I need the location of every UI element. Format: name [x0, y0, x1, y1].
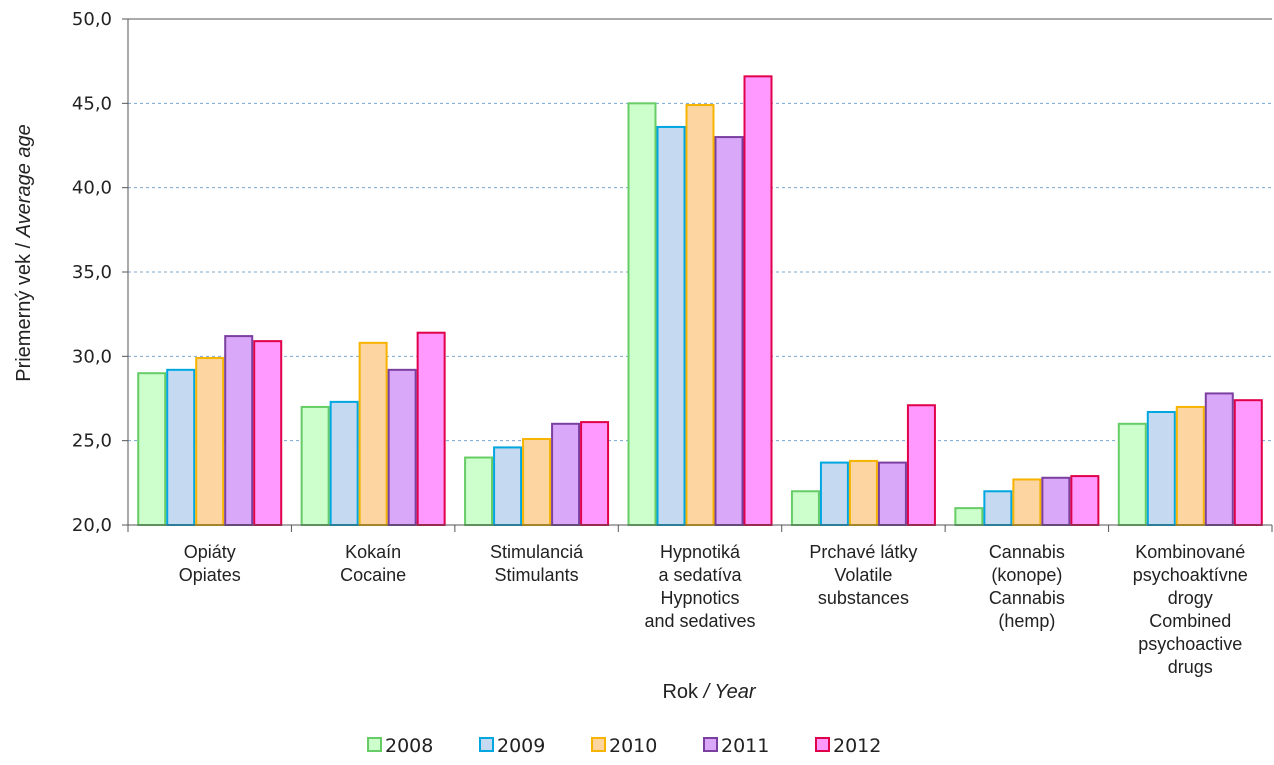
- x-category-label: Opiáty Opiates: [179, 542, 241, 585]
- legend-label-2010: 2010: [609, 735, 657, 757]
- x-category-label-line: (konope): [991, 565, 1062, 585]
- bar-2008-4: [790, 490, 820, 526]
- bar-2009-3: [656, 125, 686, 527]
- x-category-label-line: Volatile: [834, 565, 892, 585]
- bar-2012-0: [253, 340, 283, 526]
- bar-2010-2: [522, 437, 552, 527]
- legend-label-2011: 2011: [721, 735, 769, 757]
- y-tick-labels: 20,0 25,0 30,0 35,0 40,0 45,0 50,0: [72, 9, 112, 536]
- x-category-label-line: drugs: [1168, 657, 1213, 677]
- y-tick-label: 40,0: [72, 178, 112, 199]
- x-category-label-line: Kombinované: [1135, 542, 1245, 562]
- axes: [122, 18, 1273, 532]
- y-tick-label: 30,0: [72, 346, 112, 367]
- legend-swatch-2009: [479, 737, 494, 752]
- x-category-label: Cannabis (konope) Cannabis (hemp): [989, 542, 1065, 631]
- bar-2012-2: [580, 421, 610, 527]
- x-category-label-line: Prchavé látky: [809, 542, 917, 562]
- bar-2010-0: [195, 357, 225, 526]
- x-category-label: Kombinované psychoaktívne drogy Combined psy…: [1133, 542, 1248, 677]
- legend-label-2009: 2009: [497, 735, 545, 757]
- y-axis-title-plain: Priemerný vek /: [13, 237, 35, 381]
- x-category-label: Stimulanciá Stimulants: [490, 542, 584, 585]
- bar-2008-1: [300, 405, 330, 526]
- legend-label-2012: 2012: [833, 735, 881, 757]
- bar-2012-5: [1070, 475, 1100, 527]
- x-category-label-line: Combined: [1149, 611, 1231, 631]
- bar-2012-4: [906, 404, 936, 527]
- legend-swatch-2008: [367, 737, 382, 752]
- legend-swatch-2010: [591, 737, 606, 752]
- x-category-label-line: Opiates: [179, 565, 241, 585]
- y-tick-label: 45,0: [72, 93, 112, 114]
- bar-2011-5: [1041, 476, 1071, 527]
- bar-2010-4: [848, 459, 878, 527]
- y-tick-label: 25,0: [72, 431, 112, 452]
- x-category-label: Hypnotiká a sedatíva Hypnotics and sedative…: [644, 542, 755, 631]
- x-axis-title: Rok / Year: [662, 681, 756, 703]
- legend-swatch-2011: [703, 737, 718, 752]
- x-axis-title-italic: / Year: [702, 681, 757, 703]
- bar-2009-0: [166, 368, 196, 526]
- bar-2009-2: [493, 446, 523, 526]
- legend: 2008 2009 2010 2011 2012: [367, 735, 881, 757]
- bar-2008-3: [627, 102, 657, 526]
- x-category-label-line: Kokaín: [345, 542, 401, 562]
- x-category-label-line: Opiáty: [184, 542, 236, 562]
- bar-2012-3: [743, 75, 773, 526]
- y-tick-label: 20,0: [72, 515, 112, 536]
- x-axis-title-plain: Rok: [662, 681, 703, 703]
- bar-2008-5: [954, 507, 984, 526]
- x-category-label-line: (hemp): [998, 611, 1055, 631]
- bars: [137, 75, 1263, 527]
- y-tick-label: 50,0: [72, 9, 112, 30]
- legend-swatch-2012: [815, 737, 830, 752]
- bar-2011-4: [877, 461, 907, 526]
- x-category-label-line: Stimulants: [495, 565, 579, 585]
- x-category-label-line: Cocaine: [340, 565, 406, 585]
- bar-2011-3: [714, 136, 744, 526]
- bar-2010-1: [358, 341, 388, 526]
- bar-2009-1: [329, 400, 359, 526]
- bar-2008-2: [464, 456, 494, 526]
- bar-2009-6: [1146, 410, 1176, 527]
- x-category-label-line: Cannabis: [989, 588, 1065, 608]
- bar-2008-0: [137, 372, 167, 527]
- x-category-label-line: psychoactive: [1138, 634, 1242, 654]
- bar-2009-4: [819, 461, 849, 526]
- bar-2011-2: [551, 422, 581, 526]
- bar-2011-0: [224, 335, 254, 526]
- x-category-label-line: Hypnotiká: [660, 542, 741, 562]
- bar-2011-6: [1204, 392, 1234, 526]
- y-tick-label: 35,0: [72, 262, 112, 283]
- y-axis-title: Priemerný vek / Average age: [13, 124, 35, 382]
- bar-2009-5: [983, 490, 1013, 526]
- bar-2010-3: [685, 104, 715, 527]
- x-category-label-line: Stimulanciá: [490, 542, 584, 562]
- bar-2011-1: [387, 368, 417, 526]
- x-category-label: Kokaín Cocaine: [340, 542, 406, 585]
- x-category-label-line: Hypnotics: [660, 588, 739, 608]
- bar-2008-6: [1117, 422, 1147, 526]
- x-category-label-line: substances: [818, 588, 909, 608]
- x-category-label-line: a sedatíva: [658, 565, 742, 585]
- bar-2012-1: [416, 331, 446, 526]
- bar-2010-5: [1012, 478, 1042, 526]
- x-category-label-line: drogy: [1168, 588, 1213, 608]
- x-category-label-line: and sedatives: [644, 611, 755, 631]
- x-category-label-line: Cannabis: [989, 542, 1065, 562]
- x-category-label-line: psychoaktívne: [1133, 565, 1248, 585]
- bar-2012-6: [1233, 399, 1263, 527]
- legend-label-2008: 2008: [385, 735, 433, 757]
- y-axis-title-italic: Average age: [13, 124, 35, 238]
- bar-2010-6: [1175, 405, 1205, 526]
- x-category-label: Prchavé látky Volatile substances: [809, 542, 917, 608]
